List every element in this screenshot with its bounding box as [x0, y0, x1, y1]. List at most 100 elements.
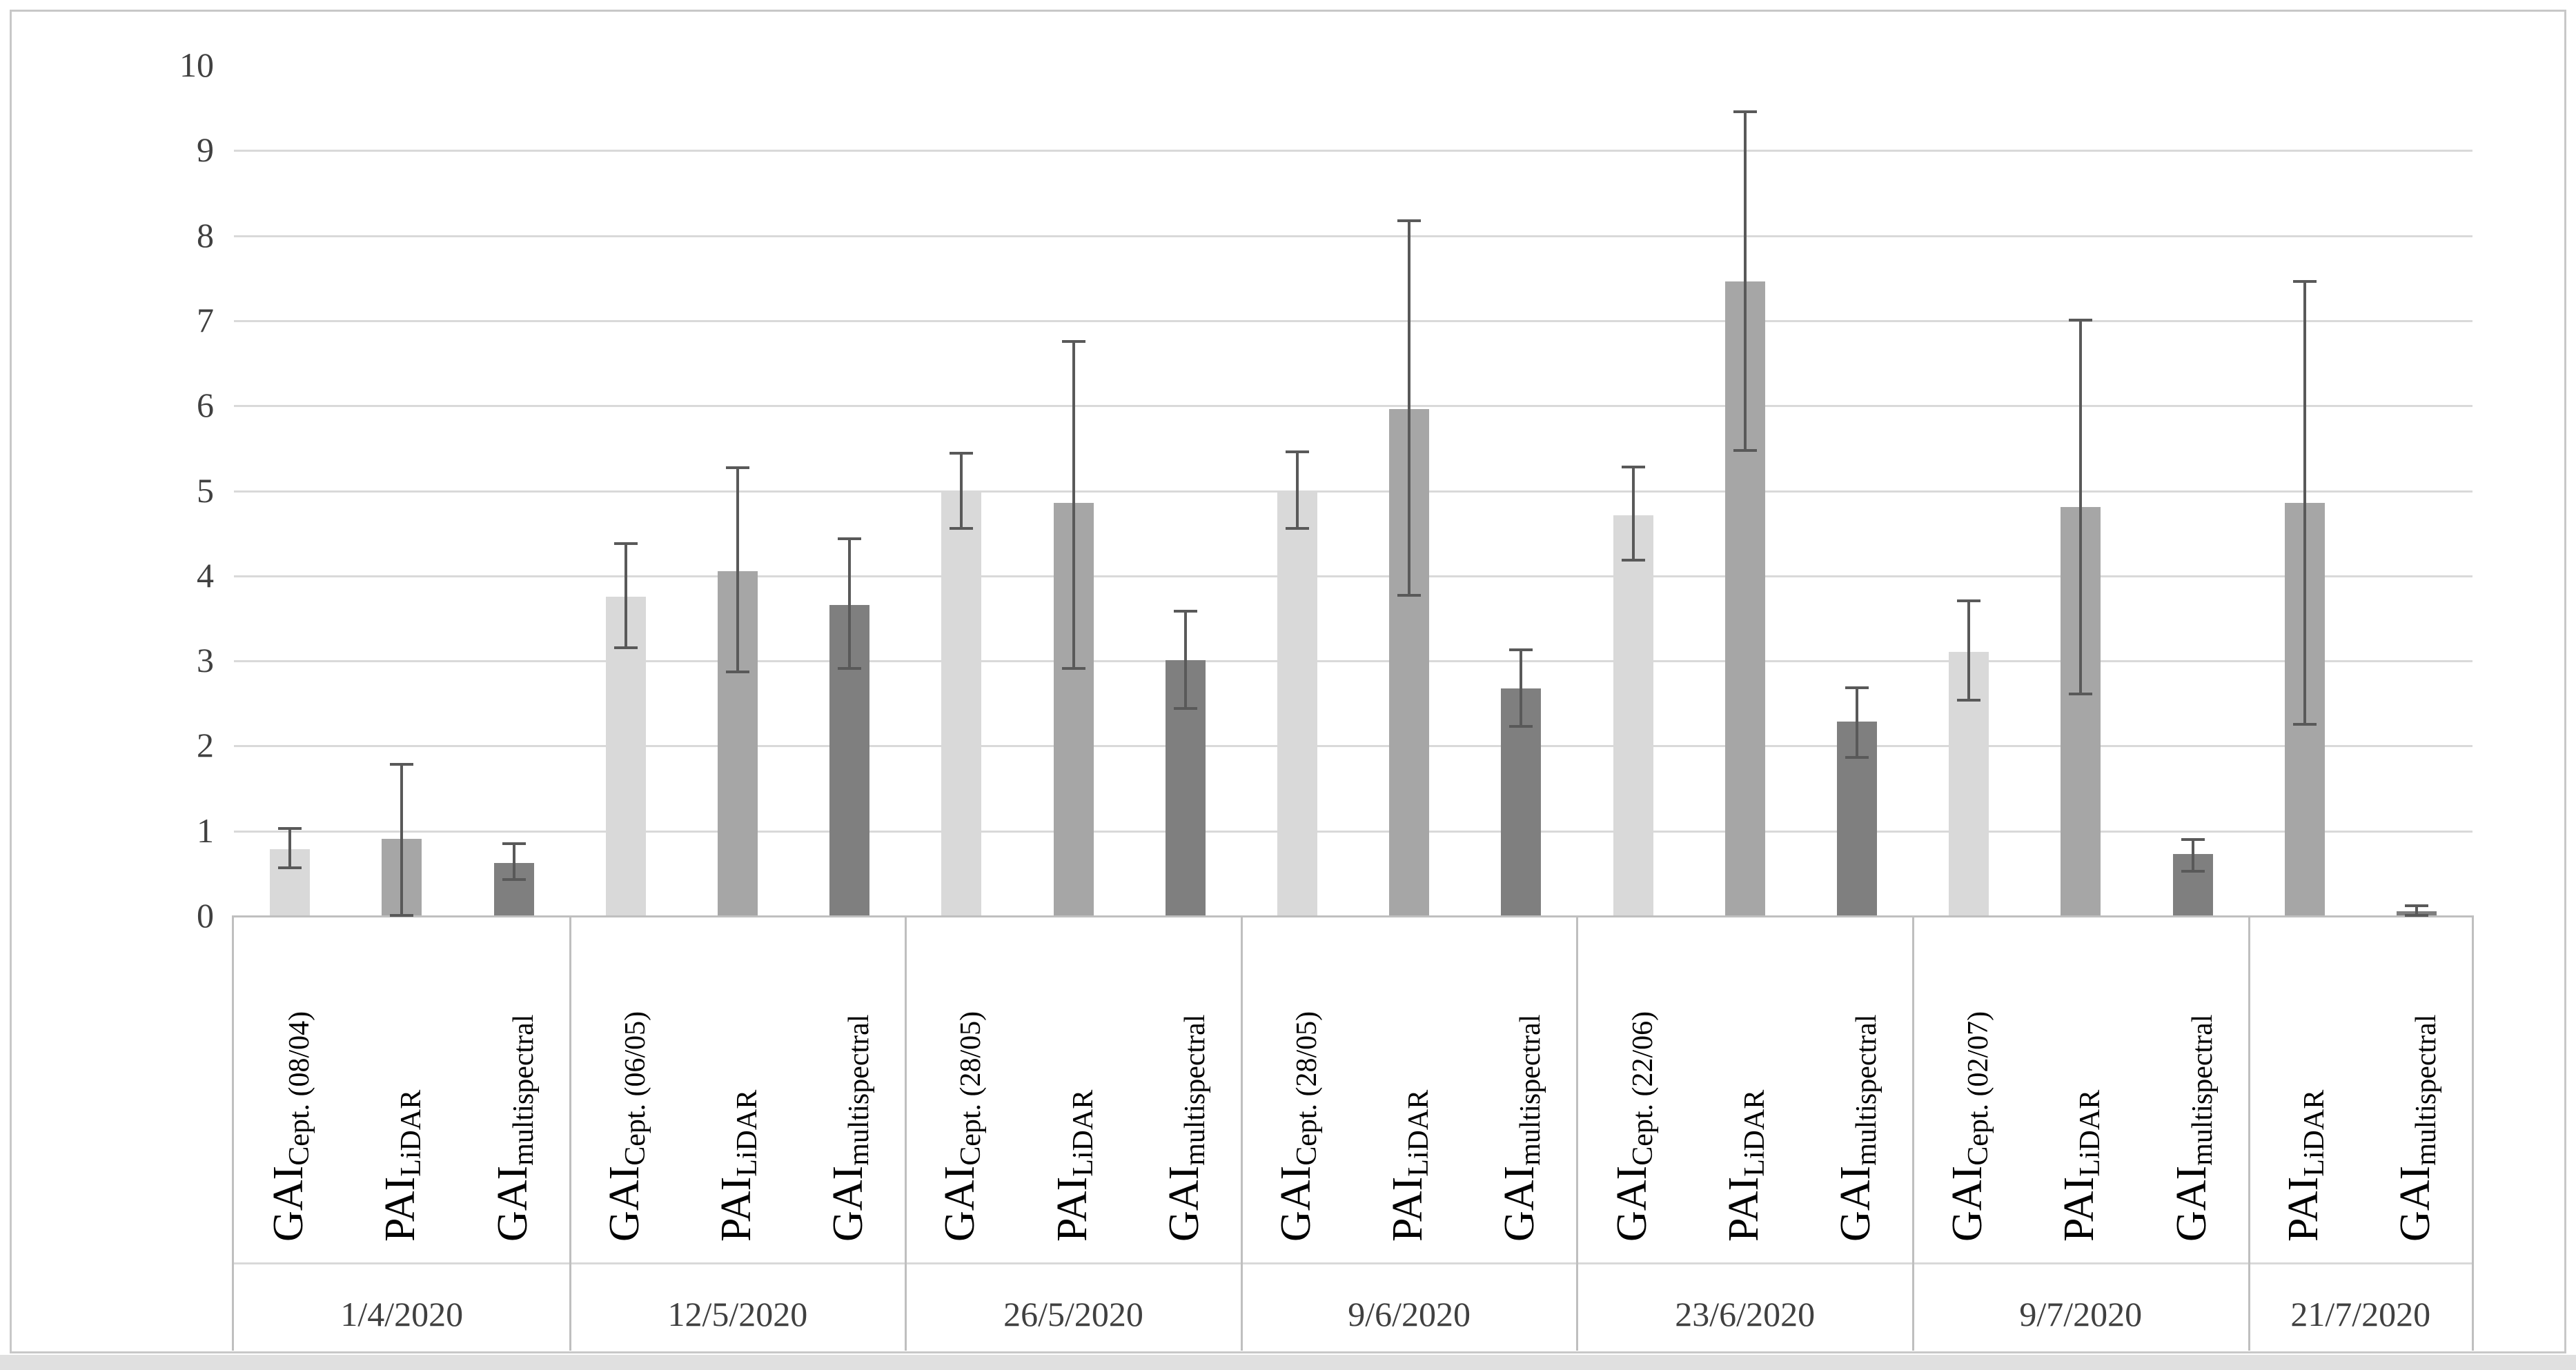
- date-label: 12/5/2020: [667, 1295, 808, 1333]
- error-bar-cap-bottom: [2181, 869, 2205, 873]
- error-bar-cap-bottom: [390, 914, 414, 917]
- category-label-main: GAI: [1831, 1165, 1879, 1242]
- category-label-subscript: multispectral: [507, 1014, 540, 1166]
- category-label-subscript: multispectral: [843, 1014, 876, 1166]
- y-axis-tick-label: 1: [197, 811, 214, 850]
- error-bar-cap-top: [2292, 280, 2317, 284]
- group-separator: [1576, 915, 1579, 1351]
- error-bar-cap-top: [1061, 339, 1085, 343]
- error-bar-cap-top: [1621, 466, 1645, 469]
- category-label-subscript: Cept. (22/06): [1626, 1011, 1659, 1166]
- category-label: GAICept. (08/04): [265, 1011, 315, 1242]
- category-label-subscript: multispectral: [2410, 1014, 2443, 1166]
- category-label: PAILiDAR: [713, 1090, 763, 1242]
- error-bar-cap-bottom: [725, 671, 749, 674]
- error-bar-line: [2415, 906, 2418, 915]
- error-bar-cap-top: [1957, 599, 1981, 602]
- error-bar-line: [2079, 319, 2083, 695]
- category-label-main: GAI: [2391, 1165, 2439, 1242]
- error-bar-cap-top: [725, 466, 749, 470]
- error-bar-line: [1072, 341, 1075, 669]
- bar-gai-cept: [941, 490, 982, 915]
- category-label-main: GAI: [936, 1165, 984, 1242]
- bar-gai-cept: [1613, 515, 1653, 915]
- error-bar-line: [848, 538, 852, 669]
- category-label-subscript: multispectral: [1851, 1014, 1883, 1166]
- category-label: GAImultispectral: [1496, 1015, 1546, 1242]
- bottom-edge-strip: [0, 1355, 2576, 1370]
- category-label: GAImultispectral: [1831, 1015, 1882, 1242]
- date-label: 9/6/2020: [1348, 1295, 1471, 1333]
- category-label-subscript: Cept. (06/05): [619, 1011, 651, 1166]
- category-label: PAILiDAR: [377, 1090, 427, 1242]
- error-bar-cap-bottom: [1061, 667, 1085, 671]
- category-label-main: GAI: [825, 1165, 872, 1242]
- y-axis-tick-label: 8: [197, 215, 214, 255]
- category-label-main: PAI: [377, 1176, 424, 1242]
- category-label-subscript: LiDAR: [2074, 1089, 2107, 1177]
- error-bar-cap-bottom: [1845, 755, 1869, 759]
- category-label: GAICept. (02/07): [1944, 1011, 1994, 1242]
- error-bar-cap-bottom: [2069, 693, 2093, 696]
- category-label: GAICept. (06/05): [601, 1011, 651, 1242]
- error-bar-line: [1295, 452, 1299, 528]
- error-bar-line: [2303, 281, 2306, 724]
- error-bar-cap-top: [2181, 838, 2205, 842]
- error-bar-cap-bottom: [950, 526, 974, 530]
- group-separator: [2472, 915, 2474, 1351]
- group-separator: [1912, 915, 1914, 1351]
- error-bar-cap-bottom: [1509, 725, 1533, 728]
- category-label-subscript: multispectral: [1179, 1014, 1211, 1166]
- error-bar-cap-top: [1173, 609, 1197, 613]
- y-axis-tick-label: 10: [179, 46, 214, 84]
- error-bar-cap-top: [613, 542, 638, 546]
- y-axis-tick-label: 9: [197, 130, 214, 170]
- gridline: [234, 830, 2472, 833]
- gridline: [234, 490, 2472, 493]
- error-bar-line: [400, 764, 404, 915]
- category-label-main: GAI: [1496, 1165, 1544, 1242]
- gridline: [234, 150, 2472, 152]
- error-bar-line: [288, 828, 292, 868]
- category-label-subscript: LiDAR: [1067, 1089, 1099, 1177]
- category-label-main: PAI: [1048, 1176, 1096, 1242]
- error-bar-line: [2191, 840, 2194, 871]
- date-label: 23/6/2020: [1675, 1295, 1816, 1333]
- error-bar-line: [1408, 220, 1411, 596]
- group-separator: [905, 915, 907, 1351]
- x-axis-line: [234, 915, 2472, 917]
- error-bar-cap-top: [2404, 904, 2428, 908]
- error-bar-cap-bottom: [1621, 558, 1645, 562]
- category-label-main: GAI: [1944, 1165, 1992, 1242]
- error-bar-cap-bottom: [2404, 914, 2428, 917]
- group-separator: [569, 915, 571, 1351]
- category-label-subscript: Cept. (02/07): [1963, 1011, 1995, 1166]
- error-bar-cap-top: [1397, 219, 1422, 222]
- category-label: GAImultispectral: [2168, 1015, 2219, 1242]
- category-label-subscript: LiDAR: [2298, 1089, 2330, 1177]
- error-bar-cap-bottom: [1957, 699, 1981, 702]
- category-label-subscript: Cept. (28/05): [1291, 1011, 1324, 1166]
- error-bar-line: [1520, 650, 1523, 727]
- error-bar-cap-top: [2069, 318, 2093, 321]
- error-bar-cap-top: [502, 842, 526, 846]
- category-label: GAImultispectral: [825, 1015, 875, 1242]
- error-bar-cap-top: [1509, 648, 1533, 652]
- error-bar-cap-top: [950, 452, 974, 455]
- y-axis-tick-label: 0: [197, 896, 214, 935]
- label-band-left-edge: [232, 915, 234, 1351]
- y-axis-tick-label: 3: [197, 641, 214, 680]
- category-label-subscript: Cept. (08/04): [284, 1011, 316, 1166]
- error-bar-cap-top: [1733, 110, 1757, 113]
- category-label-main: PAI: [1720, 1176, 1767, 1242]
- category-label-main: PAI: [2279, 1176, 2327, 1242]
- category-label: GAImultispectral: [1161, 1015, 1211, 1242]
- date-label: 21/7/2020: [2290, 1295, 2431, 1333]
- date-label: 26/5/2020: [1003, 1295, 1143, 1333]
- error-bar-cap-top: [390, 762, 414, 766]
- category-label-main: GAI: [265, 1165, 313, 1242]
- error-bar-cap-top: [838, 537, 862, 540]
- error-bar-line: [1183, 610, 1187, 709]
- category-label-main: PAI: [2056, 1176, 2103, 1242]
